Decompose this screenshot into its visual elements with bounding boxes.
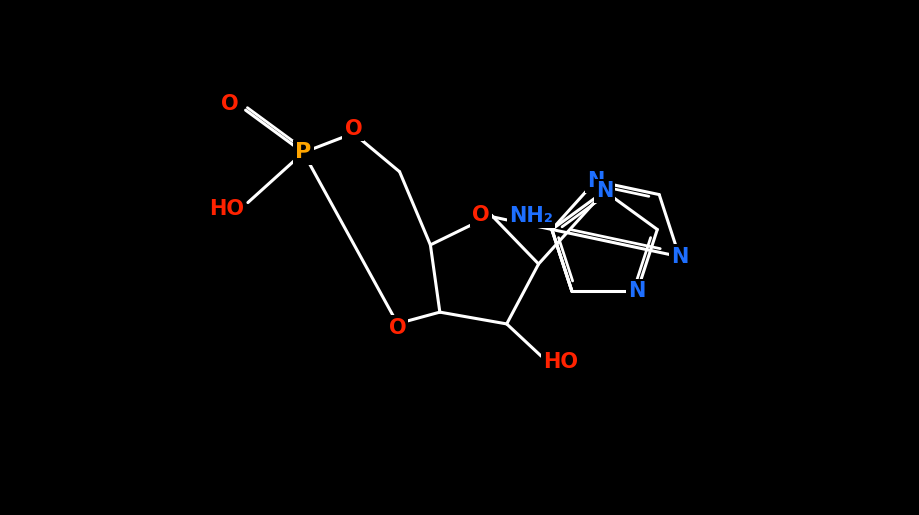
Text: P: P xyxy=(295,143,312,163)
Text: N: N xyxy=(671,247,688,267)
Text: O: O xyxy=(221,94,239,114)
Text: O: O xyxy=(471,205,490,225)
Text: HO: HO xyxy=(209,199,244,219)
Text: N: N xyxy=(629,282,646,301)
Text: O: O xyxy=(345,119,362,140)
Text: HO: HO xyxy=(543,352,578,372)
Text: NH₂: NH₂ xyxy=(509,206,553,226)
Text: N: N xyxy=(586,171,604,191)
Text: O: O xyxy=(389,318,406,337)
Text: N: N xyxy=(596,181,613,201)
